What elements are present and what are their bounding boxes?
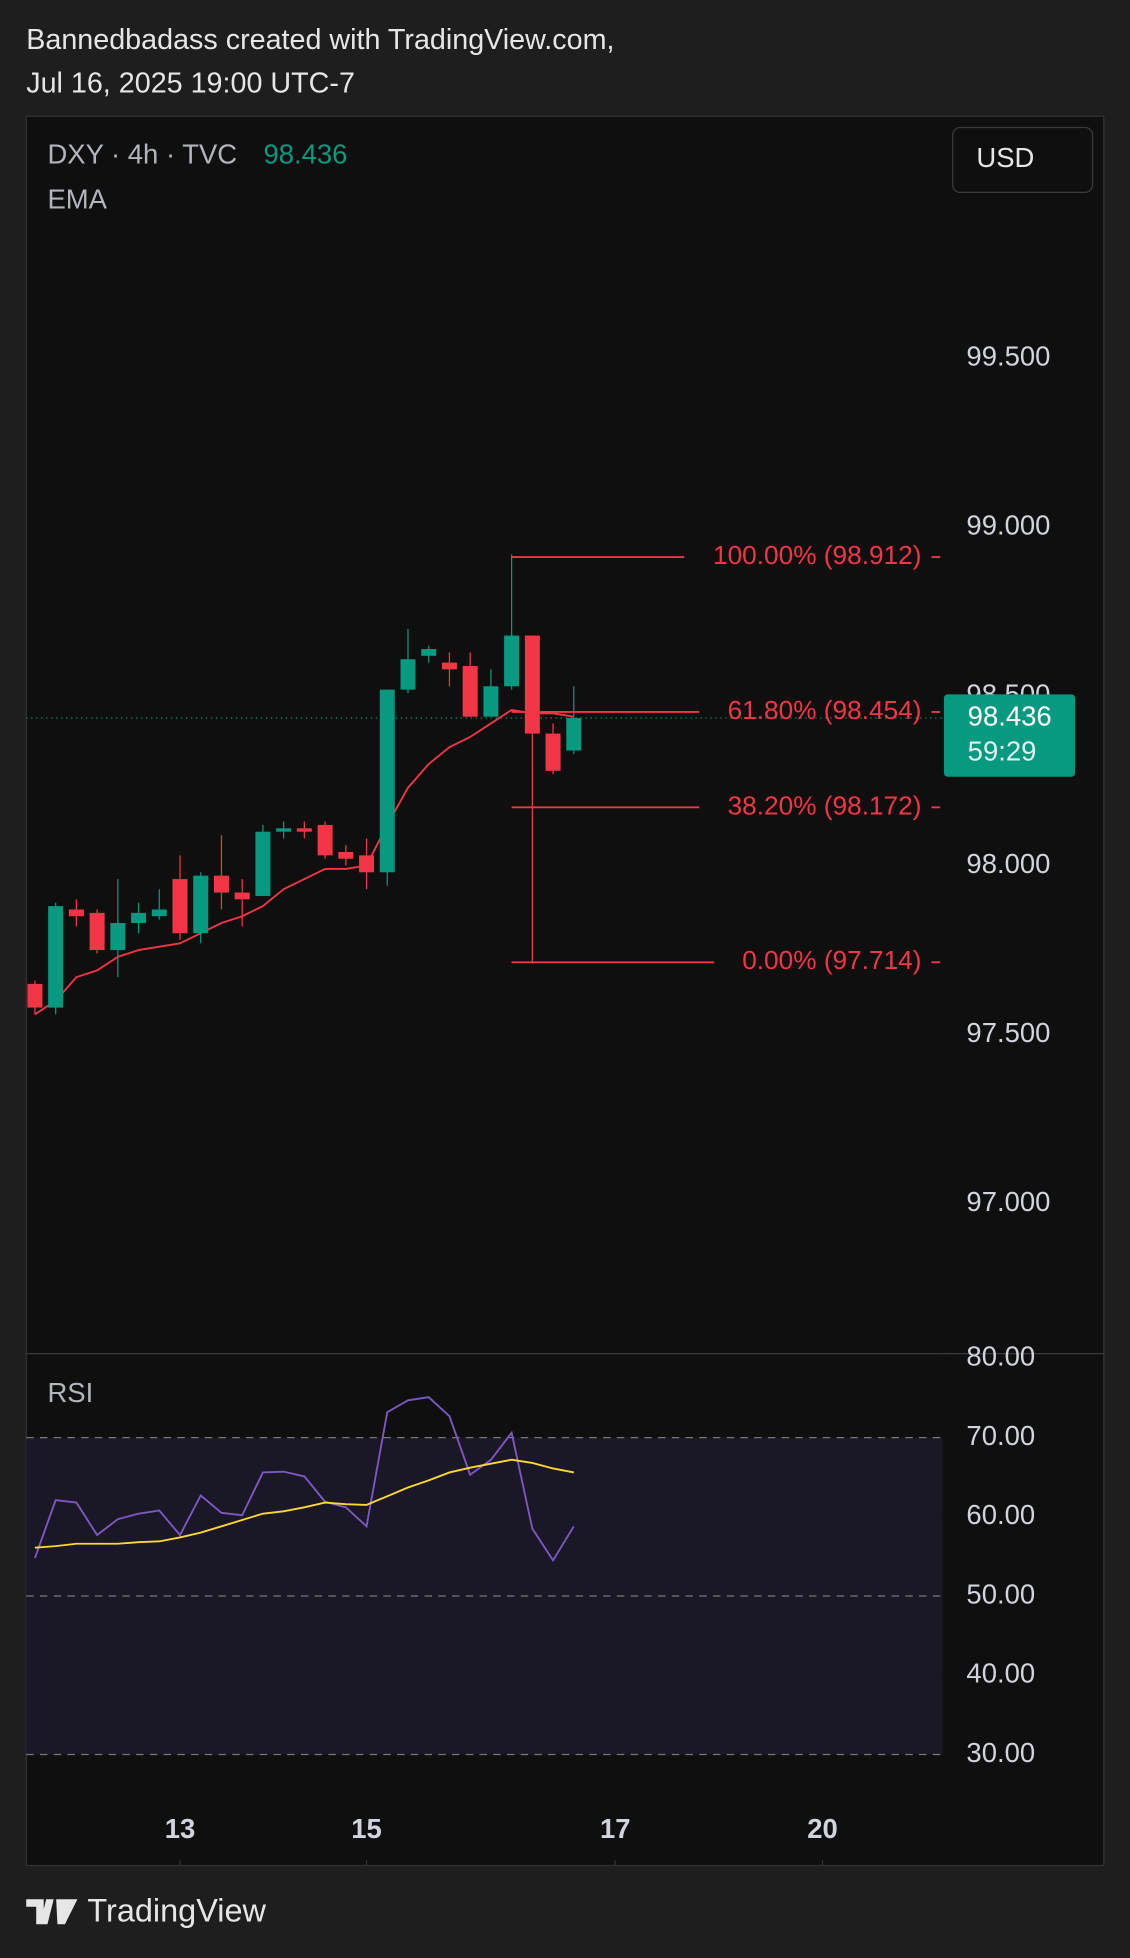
- candle-body: [545, 733, 561, 771]
- candle-body: [151, 909, 167, 917]
- y-tick-label: 97.500: [966, 1017, 1050, 1048]
- price-tag-value: 98.436: [968, 700, 1052, 731]
- candle-body: [213, 875, 229, 893]
- candle-body: [172, 879, 188, 934]
- ema-line: [34, 708, 574, 1016]
- candle-body: [48, 906, 64, 1008]
- candle-body: [566, 718, 582, 751]
- candle-body: [234, 892, 250, 900]
- candle-body: [400, 659, 416, 690]
- date-line: Jul 16, 2025 19:00 UTC-7: [26, 68, 355, 100]
- currency: USD: [976, 142, 1034, 173]
- y-tick-label: 80.00: [966, 1341, 1035, 1372]
- y-tick-label: 70.00: [966, 1420, 1035, 1451]
- y-tick-label: 97.000: [966, 1186, 1050, 1217]
- candle-body: [524, 635, 540, 734]
- brand: TradingView: [87, 1893, 266, 1929]
- candle-body: [276, 828, 292, 832]
- candle-body: [27, 983, 43, 1008]
- candle-body: [193, 875, 209, 934]
- candle-body: [338, 851, 354, 859]
- y-tick-label: 30.00: [966, 1737, 1035, 1768]
- y-tick-label: 60.00: [966, 1499, 1035, 1530]
- candle-body: [504, 635, 520, 687]
- tradingview-logo: TradingView: [26, 1893, 267, 1929]
- x-tick-label: 20: [807, 1813, 838, 1844]
- rsi-line: [34, 1458, 574, 1549]
- candle-body: [441, 662, 457, 670]
- fib-label: 100.00% (98.912): [713, 540, 921, 570]
- candle-body: [131, 912, 147, 924]
- x-tick-label: 15: [351, 1813, 382, 1844]
- y-tick-label: 40.00: [966, 1658, 1035, 1689]
- candle-body: [462, 665, 478, 717]
- author-line: Bannedbadass created with TradingView.co…: [26, 24, 614, 56]
- candle-body: [317, 824, 333, 856]
- symbol: DXY · 4h · TVC: [47, 138, 237, 169]
- price-tag: [943, 694, 1076, 777]
- candle-body: [68, 909, 84, 917]
- fib-label: 61.80% (98.454): [728, 695, 922, 725]
- rsi-label: RSI: [47, 1377, 93, 1408]
- currency-button[interactable]: [952, 126, 1094, 193]
- candle-body: [110, 923, 126, 951]
- legend-price: 98.436: [263, 138, 347, 169]
- y-tick-label: 50.00: [966, 1578, 1035, 1609]
- x-tick-label: 13: [165, 1813, 196, 1844]
- candle-body: [89, 912, 105, 951]
- y-tick-label: 98.000: [966, 848, 1050, 879]
- candle-body: [379, 689, 395, 873]
- candle-body: [296, 828, 312, 832]
- candle-body: [255, 831, 271, 896]
- x-tick-label: 17: [600, 1813, 631, 1844]
- y-tick-label: 99.500: [966, 340, 1050, 371]
- ema-label: EMA: [47, 183, 107, 214]
- y-tick-label: 99.000: [966, 510, 1050, 541]
- countdown: 59:29: [968, 735, 1037, 766]
- candle-body: [359, 855, 375, 873]
- fib-label: 0.00% (97.714): [742, 945, 921, 975]
- candle-body: [421, 649, 437, 656]
- candle-body: [483, 686, 499, 717]
- fib-label: 38.20% (98.172): [728, 790, 922, 820]
